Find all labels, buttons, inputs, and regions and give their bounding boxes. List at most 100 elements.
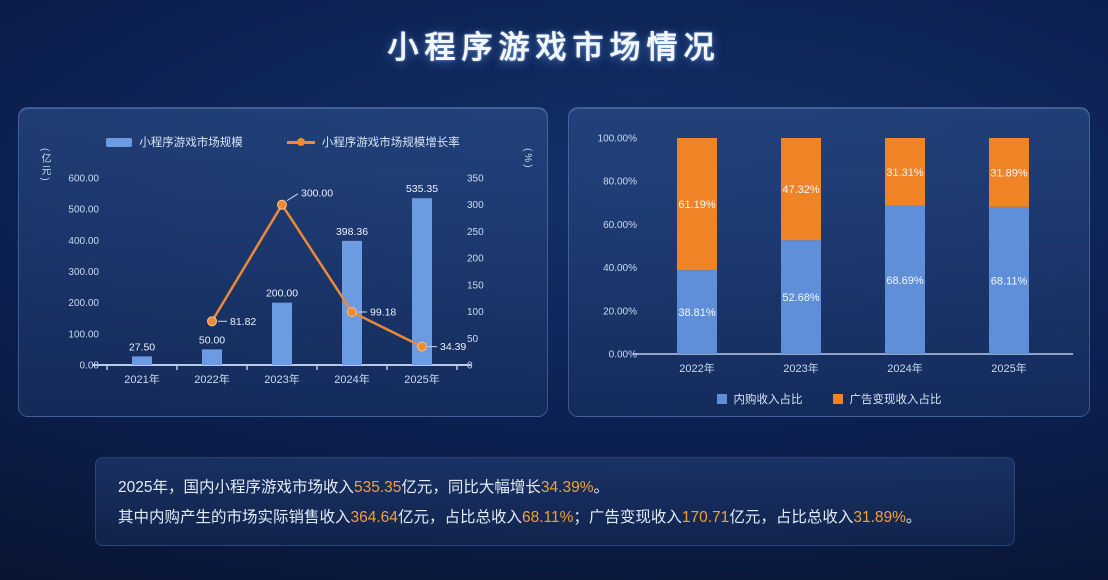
bar-value-label: 200.00 <box>266 288 298 300</box>
legend-label: 小程序游戏市场规模 <box>139 137 243 149</box>
legend-item-growth-rate: 小程序游戏市场规模增长率 <box>286 134 460 150</box>
y-tick-label: 40.00% <box>603 263 637 274</box>
bar <box>132 356 152 365</box>
right-axis-unit: (%) <box>522 148 533 170</box>
line-series-swatch <box>286 137 315 146</box>
stacked-bar-iap <box>989 206 1029 354</box>
category-label: 2024年 <box>334 372 369 386</box>
iap-series-swatch <box>716 394 727 404</box>
bar <box>342 240 362 365</box>
footer-highlight-value: 68.11% <box>521 508 574 526</box>
y-tick-label: 100.00% <box>598 134 638 145</box>
right-tick-label: 200 <box>467 254 484 265</box>
right-tick-label: 150 <box>467 280 484 291</box>
footer-text: 2025年，国内小程序游戏市场收入 <box>118 479 354 496</box>
right-tick-label: 350 <box>467 174 484 185</box>
right-tick-label: 300 <box>467 200 484 211</box>
line-point <box>277 199 287 210</box>
legend-item-ad-share: 广告变现收入占比 <box>832 391 942 407</box>
y-tick-label: 20.00% <box>603 306 637 317</box>
combo-chart-legend: 小程序游戏市场规模 小程序游戏市场规模增长率 <box>19 134 547 150</box>
combo-chart: 0.00 100.00 200.00 300.00 400.00 500.00 600.00… <box>68 174 484 387</box>
stacked-chart: 0.00% 20.00% 40.00% 60.00% 80.00% 100.00% 2022… <box>598 134 1073 375</box>
left-tick-label: 200.00 <box>68 298 99 309</box>
ad-value-label: 61.19% <box>678 199 716 211</box>
line-value-label: 34.39 <box>440 341 466 353</box>
footer-highlight-value: 535.35 <box>353 479 402 496</box>
combo-chart-panel: 小程序游戏市场规模 小程序游戏市场规模增长率 (亿元) (%) 0.00 100.… <box>18 107 548 417</box>
bar-value-label: 535.35 <box>406 183 438 195</box>
footer-line: 2025年，国内小程序游戏市场收入535.35亿元，同比大幅增长34.39%。 <box>118 473 992 503</box>
category-label: 2022年 <box>194 372 229 386</box>
footer-text: 。 <box>593 479 610 496</box>
stacked-bar-iap <box>781 240 821 354</box>
bar-value-label: 398.36 <box>336 226 368 238</box>
iap-value-label: 52.68% <box>782 292 820 304</box>
page-title: 小程序游戏市场情况 <box>387 30 721 65</box>
footer-line: 其中内购产生的市场实际销售收入364.64亿元，占比总收入68.11%；广告变现… <box>118 503 992 533</box>
footer-text: 亿元，同比大幅增长 <box>401 479 541 496</box>
footer-highlight-value: 34.39% <box>540 479 594 496</box>
legend-item-market-size: 小程序游戏市场规模 <box>106 134 243 150</box>
bar-series-swatch <box>106 137 133 147</box>
left-tick-label: 400.00 <box>68 236 99 247</box>
category-label: 2023年 <box>783 361 818 375</box>
category-label: 2021年 <box>124 372 159 386</box>
left-tick-label: 600.00 <box>68 174 99 185</box>
ad-value-label: 31.89% <box>990 167 1028 179</box>
ad-series-swatch <box>832 394 843 404</box>
bar <box>412 198 432 365</box>
line-value-label: 99.18 <box>370 307 396 319</box>
footer-highlight-value: 170.71 <box>681 508 730 526</box>
footer-text: 。 <box>905 508 922 526</box>
stacked-bar-iap <box>885 205 925 354</box>
label-connector <box>286 193 299 202</box>
bar-value-label: 50.00 <box>199 334 225 346</box>
left-axis-unit: (亿元) <box>39 148 50 183</box>
bar <box>202 349 222 365</box>
y-tick-label: 0.00% <box>609 350 637 361</box>
iap-value-label: 68.11% <box>991 275 1028 287</box>
iap-value-label: 38.81% <box>678 307 716 319</box>
stacked-chart-panel: 0.00% 20.00% 40.00% 60.00% 80.00% 100.00% 2022… <box>568 107 1090 417</box>
category-label: 2024年 <box>887 361 922 375</box>
left-tick-label: 500.00 <box>68 205 99 216</box>
category-label: 2025年 <box>404 372 439 386</box>
bar <box>272 302 292 365</box>
footer-text: 其中内购产生的市场实际销售收入 <box>118 508 351 526</box>
legend-label: 广告变现收入占比 <box>849 394 942 406</box>
right-tick-label: 250 <box>467 227 484 238</box>
stacked-bar-iap <box>677 270 717 354</box>
line-point <box>347 307 357 318</box>
growth-line <box>210 202 423 348</box>
line-point <box>207 316 217 327</box>
category-label: 2023年 <box>264 372 299 386</box>
footer-highlight-value: 31.89% <box>853 508 906 526</box>
bar-value-label: 27.50 <box>129 341 155 353</box>
ad-value-label: 31.31% <box>886 167 924 179</box>
stacked-bar-ad <box>885 138 925 206</box>
footer-highlight-value: 364.64 <box>350 508 398 526</box>
category-label: 2025年 <box>991 361 1026 375</box>
stacked-bar-ad <box>781 138 821 241</box>
summary-panel: 2025年，国内小程序游戏市场收入535.35亿元，同比大幅增长34.39%。其… <box>95 457 1015 546</box>
legend-label: 内购收入占比 <box>733 394 803 406</box>
y-tick-label: 60.00% <box>603 220 637 231</box>
line-value-label: 81.82 <box>230 316 256 328</box>
footer-text: 亿元，占比总收入 <box>397 508 522 526</box>
left-tick-label: 300.00 <box>68 267 99 278</box>
footer-text: ；广告变现收入 <box>573 508 682 526</box>
y-tick-label: 80.00% <box>603 177 637 188</box>
line-value-label: 300.00 <box>301 188 333 200</box>
right-tick-label: 50 <box>467 334 479 345</box>
stacked-chart-legend: 内购收入占比 广告变现收入占比 <box>569 391 1089 407</box>
iap-value-label: 68.69% <box>886 275 924 287</box>
line-point <box>417 341 427 352</box>
left-tick-label: 0.00 <box>80 361 100 372</box>
ad-value-label: 47.32% <box>782 184 820 196</box>
left-tick-label: 100.00 <box>68 329 99 340</box>
legend-item-iap-share: 内购收入占比 <box>716 391 803 407</box>
footer-text: 亿元，占比总收入 <box>729 508 854 526</box>
stacked-bar-ad <box>989 138 1029 207</box>
stacked-bar-ad <box>677 138 717 271</box>
